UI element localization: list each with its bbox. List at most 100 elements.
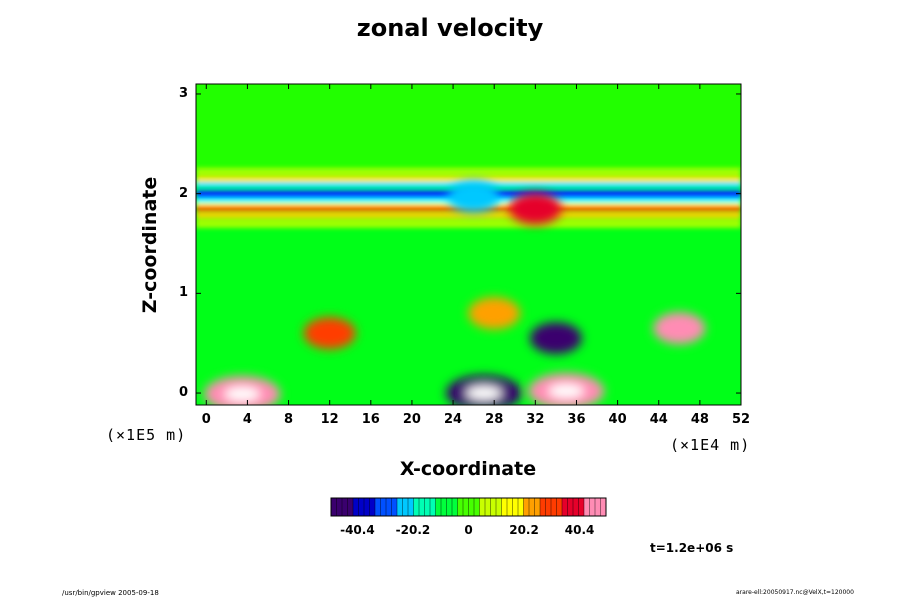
field-feature-8 [447,180,500,213]
x-axis [205,84,742,405]
x-tick-label: 8 [284,412,294,427]
colorbar-segment [353,498,359,516]
colorbar-segment [463,498,469,516]
colorbar-segment [595,498,601,516]
y-tick-label: 2 [178,185,188,201]
colorbar-segment [446,498,453,516]
colorbar-segment [501,498,508,516]
y-tick-label: 3 [178,85,188,101]
colorbar-segment [347,498,354,516]
colorbar-segment [364,498,370,516]
footer-source: arare-ell:20050917.nc@VelX,t=120000 [736,589,854,596]
x-tick-label: 24 [444,412,463,427]
colorbar-segment [556,498,563,516]
colorbar-segment [358,498,365,516]
colorbar-tick-label: 0 [464,523,473,537]
x-tick-label: 36 [567,412,586,427]
footer-command: /usr/bin/gpview 2005-09-18 [62,589,159,597]
x-tick-label: 48 [690,412,709,427]
x-tick-label: 32 [526,412,545,427]
plot-frame [195,83,742,406]
colorbar-segment [380,498,387,516]
field-feature-5 [303,317,356,350]
colorbar-segment [430,498,436,516]
colorbar-segment [452,498,458,516]
field-feature-6 [468,297,521,330]
colorbar-segment [391,498,398,516]
colorbar-segment [584,498,590,516]
x-tick-label: 20 [402,412,421,427]
colorbar [330,497,607,517]
colorbar-segment [573,498,579,516]
x-tick-label: 44 [649,412,668,427]
colorbar-segment [441,498,447,516]
x-tick-label: 0 [201,412,211,427]
field-feature-4 [653,312,706,345]
colorbar-segment [490,498,497,516]
colorbar-segment [331,498,337,516]
colorbar-tick-label: 40.4 [564,523,595,537]
colorbar-frame [330,497,607,517]
x-tick-label: 52 [731,412,751,427]
colorbar-segment [562,498,568,516]
colorbar-tick-label: -20.2 [395,523,431,537]
colorbar-tick-label: -40.4 [340,523,375,537]
upper-layer-band [196,84,741,169]
y-scale-note: (×1E5 m) [106,426,187,444]
band-6 [196,212,741,218]
field-feature-core-0 [224,387,261,402]
colorbar-segment [523,498,530,516]
colorbar-segment [424,498,431,516]
field-feature-7 [509,192,562,225]
colorbar-segment [496,498,502,516]
colorbar-segment [567,498,574,516]
y-tick-label: 0 [178,385,188,401]
x-scale-note: (×1E4 m) [670,436,751,454]
colorbar-segment [375,498,381,516]
colorbar-segment [540,498,546,516]
colorbar-segment [589,498,596,516]
colorbar-segment [457,498,464,516]
colorbar-segment [468,498,475,516]
y-axis-label: Z-coordinate [139,176,161,314]
x-tick-label: 4 [242,412,252,427]
field-feature-3 [529,322,582,355]
heatmap-field [196,84,741,405]
time-label: t=1.2e+06 s [650,541,734,555]
colorbar-segment [507,498,513,516]
colorbar-segment [435,498,442,516]
colorbar-segment [485,498,491,516]
colorbar-segment [551,498,557,516]
colorbar-segment [413,498,420,516]
colorbar-segment [397,498,403,516]
x-tick-label: 12 [320,412,339,427]
band-1 [196,168,741,175]
x-axis-label: X-coordinate [399,458,537,480]
colorbar-segment [534,498,541,516]
colorbar-segment [369,498,376,516]
x-tick-label: 16 [361,412,380,427]
x-tick-label: 40 [608,412,627,427]
chart-title: zonal velocity [356,14,544,42]
colorbar-tick-label: 20.2 [509,523,539,537]
colorbar-segment [342,498,348,516]
colorbar-segment [512,498,519,516]
colorbar-segment [578,498,585,516]
y-tick-label: 1 [178,285,188,301]
colorbar-segment [600,498,607,516]
colorbar-segment [474,498,480,516]
colorbar-segment [545,498,552,516]
colorbar-segment [408,498,414,516]
field-feature-core-1 [548,384,585,399]
colorbar-segment [479,498,486,516]
colorbar-segment [419,498,425,516]
colorbar-segment [402,498,409,516]
colorbar-segment [518,498,524,516]
colorbar-segment [336,498,343,516]
band-7 [196,219,741,228]
band-2 [196,176,741,182]
y-axis [196,93,741,394]
x-tick-label: 28 [485,412,504,427]
colorbar-segment [529,498,535,516]
